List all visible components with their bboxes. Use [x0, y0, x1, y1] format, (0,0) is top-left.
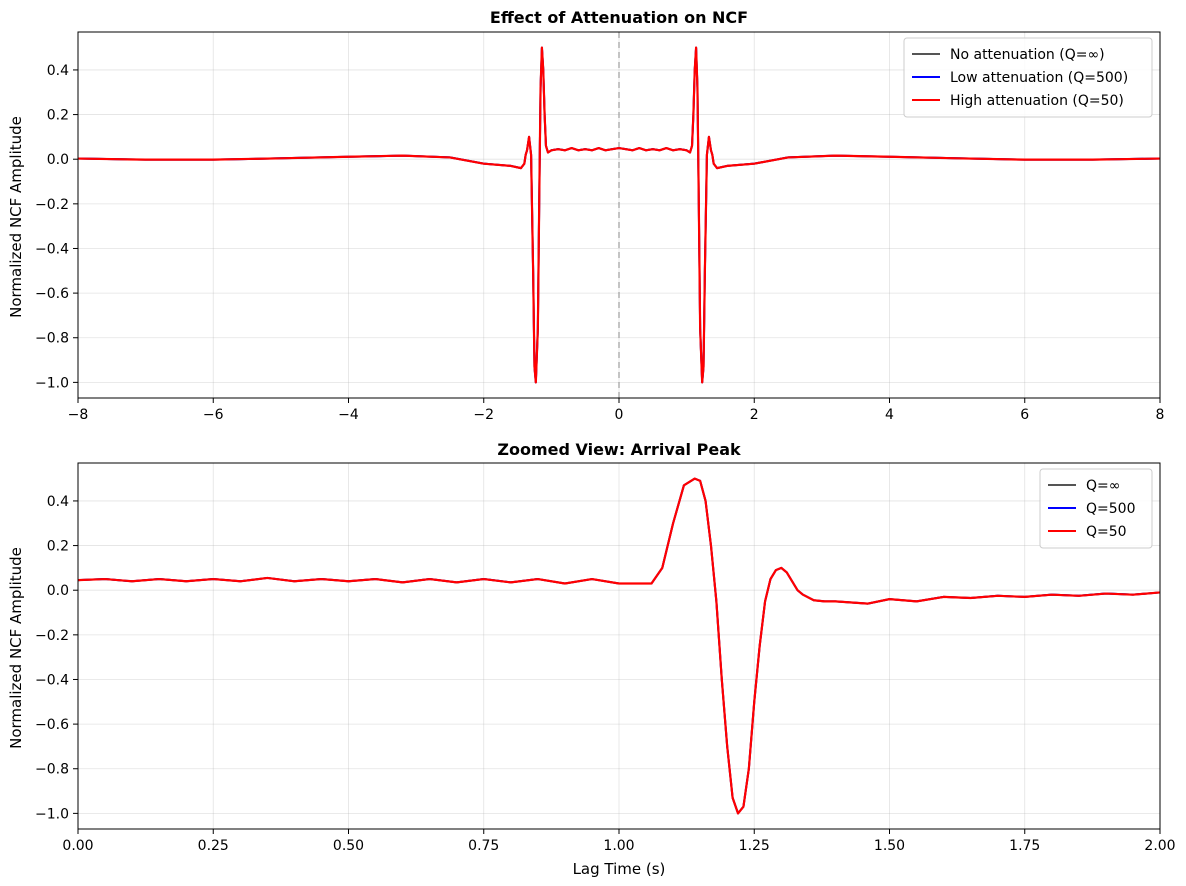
y-tick-label: −1.0	[35, 375, 69, 391]
y-axis-label: Normalized NCF Amplitude	[7, 547, 25, 749]
x-tick-label: 4	[885, 407, 894, 423]
y-tick-label: −0.8	[35, 331, 69, 347]
legend-label: High attenuation (Q=50)	[950, 93, 1124, 109]
x-tick-label: 0	[615, 407, 624, 423]
series-line-3	[77, 46, 1161, 384]
y-ticks: −1.0 −0.8 −0.6 −0.4 −0.2 0.0 0.2 0.4	[35, 63, 78, 391]
x-tick-label: 0.00	[62, 838, 93, 854]
y-tick-label: −0.8	[35, 762, 69, 778]
y-tick-label: 0.4	[47, 494, 69, 510]
legend-label: No attenuation (Q=∞)	[950, 47, 1105, 63]
chart-title: Zoomed View: Arrival Peak	[497, 440, 741, 459]
y-ticks: −1.0 −0.8 −0.6 −0.4 −0.2 0.0 0.2 0.4	[35, 494, 78, 822]
legend-box	[903, 37, 1153, 118]
series-line-3	[77, 477, 1161, 815]
x-tick-label: 8	[1156, 407, 1165, 423]
y-tick-label: −0.2	[35, 197, 69, 213]
series-lines	[77, 477, 1161, 815]
x-tick-label: 1.50	[874, 838, 905, 854]
y-tick-label: 0.4	[47, 63, 69, 79]
x-tick-label: 6	[1020, 407, 1029, 423]
x-tick-label: −8	[68, 407, 89, 423]
x-tick-label: −2	[473, 407, 494, 423]
legend-box	[1039, 468, 1153, 549]
grid-lines	[77, 463, 1161, 829]
y-tick-label: −0.4	[35, 241, 69, 257]
y-tick-label: 0.2	[47, 108, 69, 124]
y-tick-label: 0.0	[47, 583, 69, 599]
y-tick-label: −0.6	[35, 286, 69, 302]
legend: No attenuation (Q=∞) Low attenuation (Q=5…	[903, 37, 1153, 118]
x-tick-label: 0.75	[468, 838, 499, 854]
legend: Q=∞ Q=500 Q=50	[1039, 468, 1153, 549]
x-tick-label: −6	[203, 407, 224, 423]
legend-label: Q=500	[1086, 501, 1135, 517]
y-tick-label: −0.6	[35, 717, 69, 733]
y-tick-label: 0.0	[47, 152, 69, 168]
y-axis-label: Normalized NCF Amplitude	[7, 116, 25, 318]
x-tick-label: 1.00	[603, 838, 634, 854]
y-tick-label: −0.4	[35, 672, 69, 688]
x-ticks: −8 −6 −4 −2 0 2 4 6 8	[68, 398, 1165, 423]
y-tick-label: 0.2	[47, 539, 69, 555]
x-tick-label: 2	[750, 407, 759, 423]
legend-label: Q=∞	[1086, 478, 1120, 494]
y-tick-label: −0.2	[35, 628, 69, 644]
x-axis-label: Lag Time (s)	[573, 860, 666, 878]
chart-zoomed-arrival: Zoomed View: Arrival Peak Normalized NCF…	[7, 440, 1176, 878]
x-tick-label: 1.25	[739, 838, 770, 854]
y-tick-label: −1.0	[35, 806, 69, 822]
x-ticks: 0.00 0.25 0.50 0.75 1.00 1.25 1.50 1.75 2.00	[62, 829, 1176, 854]
x-tick-label: 0.25	[198, 838, 229, 854]
legend-label: Low attenuation (Q=500)	[950, 70, 1128, 86]
x-tick-label: 0.50	[333, 838, 364, 854]
chart-title: Effect of Attenuation on NCF	[490, 8, 748, 27]
series-lines	[77, 46, 1161, 384]
legend-label: Q=50	[1086, 524, 1127, 540]
x-tick-label: 2.00	[1144, 838, 1175, 854]
chart-attenuation: Effect of Attenuation on NCF Normalized …	[7, 8, 1164, 423]
x-tick-label: −4	[338, 407, 359, 423]
x-tick-label: 1.75	[1009, 838, 1040, 854]
